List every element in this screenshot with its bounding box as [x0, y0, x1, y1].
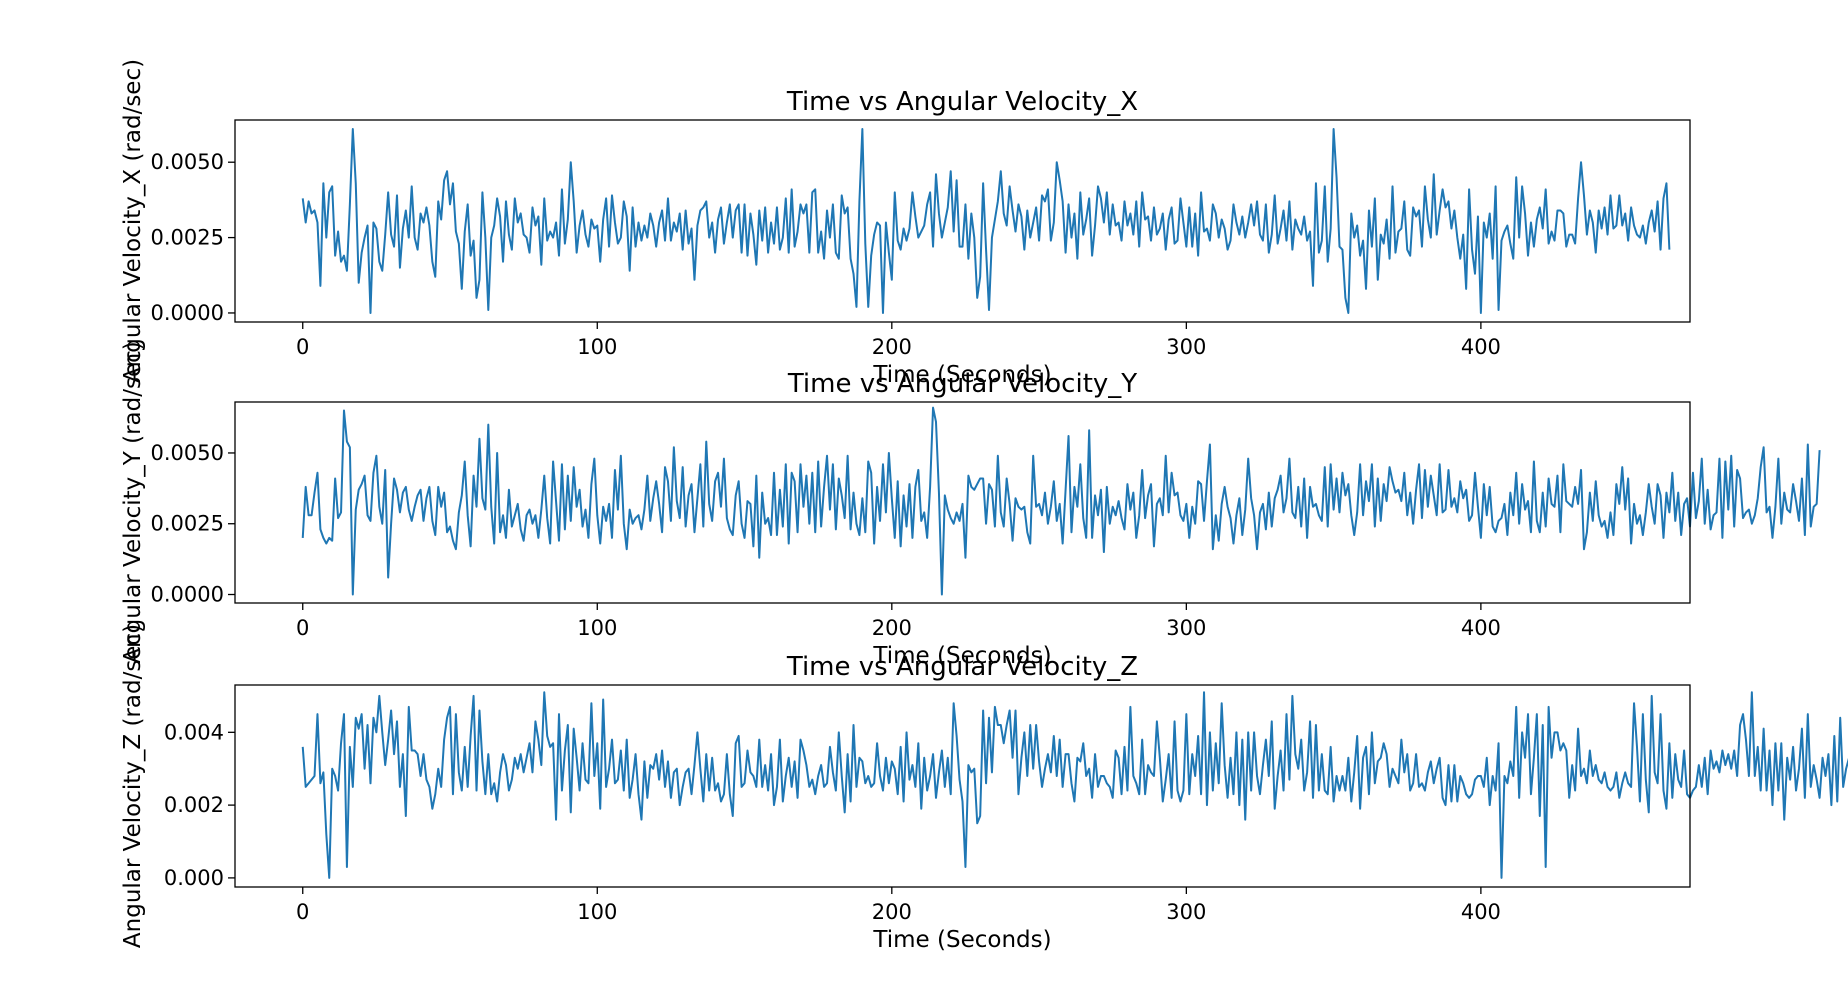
x-tick-label-y: 100 [577, 616, 617, 640]
y-axis-label-y: Angular Velocity_Y (rad/sec) [120, 341, 146, 663]
y-tick-label-z: 0.000 [164, 866, 224, 890]
y-tick-label-y: 0.0025 [151, 512, 224, 536]
series-line-x [301, 128, 1671, 314]
x-tick-label-y: 400 [1461, 616, 1501, 640]
chart-title-z: Time vs Angular Velocity_Z [786, 652, 1138, 682]
y-tick-label-y: 0.0050 [151, 441, 224, 465]
y-tick-label-x: 0.0050 [151, 150, 224, 174]
x-tick-label-y: 0 [296, 616, 309, 640]
x-axis-label-y: Time (Seconds) [872, 643, 1051, 669]
y-tick-label-y: 0.0000 [151, 583, 224, 607]
plot-frame-y [234, 401, 1691, 604]
x-tick-label-y: 300 [1166, 616, 1206, 640]
x-tick-label-x: 400 [1461, 335, 1501, 359]
x-tick-label-z: 0 [296, 900, 309, 924]
chart-title-y: Time vs Angular Velocity_Y [787, 369, 1137, 399]
x-axis-label-z: Time (Seconds) [872, 927, 1051, 953]
y-axis-label-z: Angular Velocity_Z (rad/sec) [120, 624, 146, 948]
chart-y: Time vs Angular Velocity_Y 0 100 200 300 400 0… [120, 341, 1821, 669]
chart-title-x: Time vs Angular Velocity_X [786, 87, 1138, 117]
x-tick-label-z: 200 [872, 900, 912, 924]
chart-z: Time vs Angular Velocity_Z 0 100 200 300 400 0… [120, 624, 1848, 953]
y-tick-label-z: 0.002 [164, 793, 224, 817]
y-tick-label-x: 0.0025 [151, 226, 224, 250]
x-tick-label-x: 100 [577, 335, 617, 359]
y-tick-label-x: 0.0000 [151, 301, 224, 325]
x-tick-label-x: 0 [296, 335, 309, 359]
x-axis-label-x: Time (Seconds) [872, 362, 1051, 388]
y-axis-label-x: Angular Velocity_X (rad/sec) [120, 59, 146, 383]
x-tick-label-x: 300 [1166, 335, 1206, 359]
x-tick-label-z: 400 [1461, 900, 1501, 924]
plot-frame-z [234, 684, 1691, 888]
chart-x: Time vs Angular Velocity_X 0 100 200 300 400 0… [120, 59, 1691, 388]
x-tick-label-y: 200 [872, 616, 912, 640]
y-tick-label-z: 0.004 [164, 720, 224, 744]
x-tick-label-z: 300 [1166, 900, 1206, 924]
plot-frame-x [234, 119, 1691, 323]
x-tick-label-x: 200 [872, 335, 912, 359]
series-line-z [301, 691, 1848, 879]
x-tick-label-z: 100 [577, 900, 617, 924]
series-line-y [301, 406, 1821, 596]
